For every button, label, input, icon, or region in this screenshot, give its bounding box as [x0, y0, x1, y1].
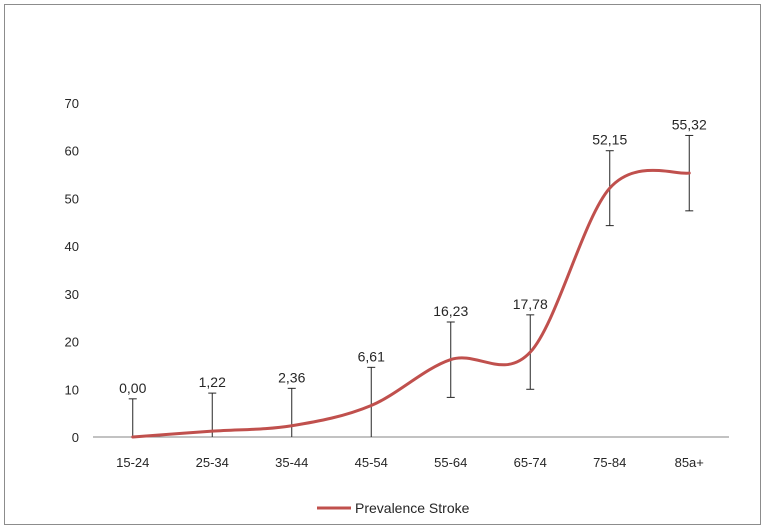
- x-tick-label: 35-44: [275, 455, 308, 470]
- data-label: 0,00: [119, 380, 146, 396]
- y-axis: 0 10 20 30 40 50 60 70: [65, 96, 79, 445]
- data-label: 52,15: [592, 132, 627, 148]
- data-labels: 0,00 1,22 2,36 6,61 16,23 17,78 52,15 55,32: [119, 116, 707, 395]
- x-tick-label: 75-84: [593, 455, 626, 470]
- data-label: 17,78: [513, 296, 548, 312]
- legend: Prevalence Stroke: [317, 500, 470, 516]
- data-label: 6,61: [358, 348, 385, 364]
- data-label: 16,23: [433, 303, 468, 319]
- y-tick-label: 20: [65, 335, 79, 350]
- y-tick-label: 50: [65, 191, 79, 206]
- series-line-group: [131, 168, 691, 439]
- legend-label: Prevalence Stroke: [355, 500, 470, 516]
- chart-frame: [4, 4, 761, 525]
- y-tick-label: 10: [65, 382, 79, 397]
- x-tick-label: 15-24: [116, 455, 149, 470]
- y-tick-label: 70: [65, 96, 79, 111]
- y-tick-label: 30: [65, 287, 79, 302]
- x-axis: 15-24 25-34 35-44 45-54 55-64 65-74 75-84 85a+: [93, 436, 729, 470]
- series-line-prevalence-stroke: [131, 168, 691, 439]
- data-label: 2,36: [278, 369, 305, 385]
- error-bars: [128, 134, 694, 437]
- x-tick-label: 85a+: [675, 455, 704, 470]
- data-label: 55,32: [672, 116, 707, 132]
- x-tick-label: 55-64: [434, 455, 467, 470]
- data-label: 1,22: [199, 374, 226, 390]
- x-tick-label: 45-54: [355, 455, 388, 470]
- x-tick-label: 25-34: [196, 455, 229, 470]
- y-tick-label: 40: [65, 239, 79, 254]
- y-tick-label: 60: [65, 144, 79, 159]
- y-tick-label: 0: [72, 430, 79, 445]
- x-tick-label: 65-74: [514, 455, 547, 470]
